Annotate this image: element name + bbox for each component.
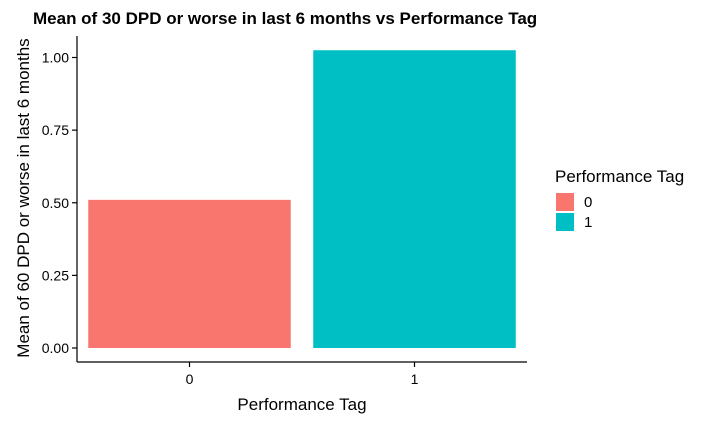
chart-title: Mean of 30 DPD or worse in last 6 months… [33,9,537,28]
bar-0 [88,199,291,348]
bars-group [88,50,516,349]
bar-1 [313,50,516,349]
legend-label-0: 0 [584,194,592,211]
y-tick-label: 0.75 [42,122,69,138]
y-axis-label: Mean of 60 DPD or worse in last 6 months [14,38,33,357]
legend: Performance Tag 0 1 [555,167,684,231]
y-tick-label: 0.50 [42,195,69,211]
legend-label-1: 1 [584,214,592,231]
y-tick-label: 0.00 [42,340,69,356]
x-tick-label: 0 [186,371,194,387]
x-axis-label: Performance Tag [237,395,366,414]
legend-swatch-1 [556,213,574,231]
x-tick-label: 1 [411,371,419,387]
y-tick-label: 1.00 [42,50,69,66]
y-axis-ticks: 0.00 0.25 0.50 0.75 1.00 [42,50,77,356]
legend-title: Performance Tag [555,167,684,186]
legend-swatch-0 [556,193,574,211]
y-tick-label: 0.25 [42,267,69,283]
